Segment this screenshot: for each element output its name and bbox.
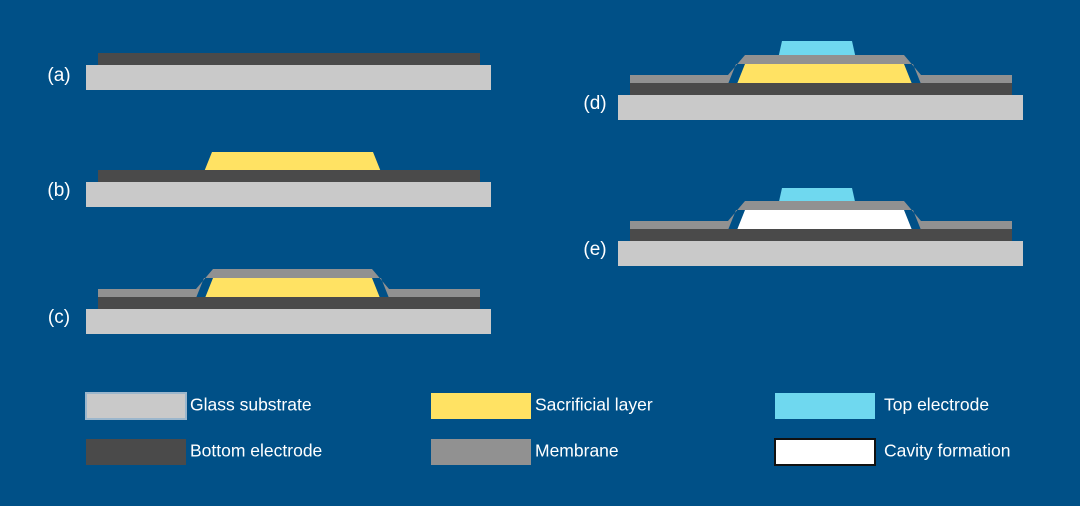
panel-b-sacrificial-layer: [204, 152, 381, 172]
legend-swatch-bottom-electrode: [86, 439, 186, 465]
panel-e-membrane: [630, 201, 1012, 230]
panel-b-glass-substrate: [86, 182, 491, 207]
legend: Glass substrate Bottom electrode Sacrifi…: [85, 392, 1010, 466]
panel-c-sacrificial-layer: [205, 278, 380, 298]
panel-a-label: (a): [47, 65, 70, 86]
panel-b-bottom-electrode: [98, 170, 480, 182]
panel-c-label: (c): [48, 307, 70, 328]
legend-label-cavity-formation: Cavity formation: [884, 441, 1010, 461]
panel-d-top-electrode: [778, 41, 856, 59]
panel-e-bottom-electrode: [630, 229, 1012, 241]
legend-item-top-electrode: Top electrode: [775, 393, 989, 419]
legend-swatch-cavity-formation: [774, 438, 876, 466]
panel-b: (b): [47, 152, 491, 207]
panel-d-membrane: [630, 55, 1012, 84]
legend-label-sacrificial-layer: Sacrificial layer: [535, 395, 653, 415]
legend-item-bottom-electrode: Bottom electrode: [86, 439, 322, 465]
legend-item-sacrificial-layer: Sacrificial layer: [431, 393, 653, 419]
legend-label-membrane: Membrane: [535, 441, 619, 461]
panel-e-glass-substrate: [618, 241, 1023, 266]
panel-a: (a): [47, 53, 491, 90]
legend-swatch-membrane: [431, 439, 531, 465]
legend-swatch-sacrificial-layer: [431, 393, 531, 419]
panel-b-label: (b): [47, 180, 70, 201]
legend-item-glass-substrate: Glass substrate: [85, 392, 312, 420]
panel-c-bottom-electrode: [98, 297, 480, 309]
panel-d-bottom-electrode: [630, 83, 1012, 95]
panel-d: (d): [583, 41, 1023, 120]
legend-item-membrane: Membrane: [431, 439, 619, 465]
legend-swatch-top-electrode: [775, 393, 875, 419]
panel-c: (c): [48, 269, 491, 334]
panel-c-membrane: [98, 269, 480, 298]
legend-swatch-glass-substrate: [85, 392, 187, 420]
legend-label-bottom-electrode: Bottom electrode: [190, 441, 322, 461]
legend-item-cavity-formation: Cavity formation: [774, 438, 1010, 466]
panel-d-sacrificial-layer: [737, 64, 912, 84]
panel-e-cavity-formation: [737, 210, 912, 230]
panel-a-bottom-electrode: [98, 53, 480, 65]
panel-e: (e): [583, 188, 1023, 266]
legend-label-top-electrode: Top electrode: [884, 395, 989, 415]
legend-label-glass-substrate: Glass substrate: [190, 395, 312, 415]
panel-e-label: (e): [583, 239, 606, 260]
panel-a-glass-substrate: [86, 65, 491, 90]
panel-c-glass-substrate: [86, 309, 491, 334]
panel-d-glass-substrate: [618, 95, 1023, 120]
panel-d-label: (d): [583, 93, 606, 114]
